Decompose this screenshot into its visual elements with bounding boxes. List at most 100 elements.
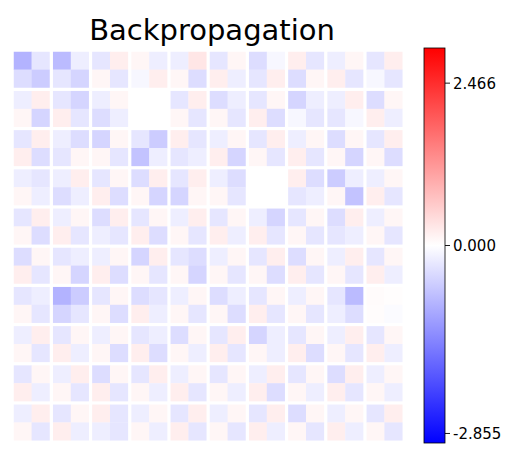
cell — [14, 287, 32, 305]
cell — [367, 91, 385, 109]
cell — [71, 405, 89, 423]
cell — [288, 91, 306, 109]
cell — [131, 226, 149, 244]
cell — [249, 52, 267, 70]
cell — [14, 226, 32, 244]
cell — [228, 266, 246, 284]
cell — [228, 326, 246, 344]
cell — [149, 344, 167, 362]
cell — [32, 383, 50, 401]
cell — [249, 422, 267, 440]
cell — [288, 187, 306, 205]
cell — [210, 248, 228, 266]
cell — [306, 305, 324, 323]
cell — [228, 287, 246, 305]
cell — [306, 266, 324, 284]
cell — [32, 91, 50, 109]
cell — [267, 209, 285, 227]
cell — [149, 365, 167, 383]
cell — [267, 169, 285, 187]
cell — [71, 130, 89, 148]
cell — [131, 169, 149, 187]
cell — [71, 169, 89, 187]
cell — [228, 70, 246, 88]
cell — [288, 226, 306, 244]
cell — [53, 344, 71, 362]
cell — [228, 248, 246, 266]
cell — [249, 305, 267, 323]
cell — [171, 148, 189, 166]
cell — [249, 70, 267, 88]
cell — [171, 266, 189, 284]
cell — [306, 109, 324, 127]
cell — [32, 148, 50, 166]
cell — [171, 209, 189, 227]
cell — [110, 209, 128, 227]
cell — [367, 383, 385, 401]
cell — [384, 326, 402, 344]
cell — [384, 365, 402, 383]
cell — [228, 365, 246, 383]
cell — [228, 187, 246, 205]
cell — [149, 405, 167, 423]
cell — [367, 365, 385, 383]
cell — [306, 422, 324, 440]
cell — [288, 130, 306, 148]
cell — [288, 305, 306, 323]
cell — [288, 70, 306, 88]
cell — [367, 169, 385, 187]
cell — [288, 109, 306, 127]
cell — [14, 383, 32, 401]
cell — [210, 169, 228, 187]
cell — [131, 365, 149, 383]
cell — [327, 187, 345, 205]
cell — [384, 248, 402, 266]
cell — [345, 148, 363, 166]
cell — [228, 405, 246, 423]
cell — [14, 169, 32, 187]
cell — [71, 305, 89, 323]
cell — [306, 187, 324, 205]
cell — [110, 169, 128, 187]
cell — [367, 422, 385, 440]
cell — [367, 344, 385, 362]
cell — [110, 226, 128, 244]
cell — [53, 422, 71, 440]
cell — [249, 326, 267, 344]
cell — [92, 344, 110, 362]
cell — [345, 383, 363, 401]
cell — [171, 383, 189, 401]
chart: Backpropagation2.4660.000-2.855 — [0, 0, 521, 452]
cell — [110, 405, 128, 423]
cell — [71, 187, 89, 205]
cell — [149, 383, 167, 401]
cell — [210, 130, 228, 148]
cell — [345, 305, 363, 323]
cell — [131, 344, 149, 362]
cell — [131, 91, 149, 109]
cell — [171, 226, 189, 244]
cell — [110, 305, 128, 323]
cell — [367, 109, 385, 127]
cell — [53, 226, 71, 244]
cell — [149, 326, 167, 344]
cell — [92, 326, 110, 344]
colorbar-tick-label: 2.466 — [453, 75, 496, 93]
cell — [267, 52, 285, 70]
cell — [71, 52, 89, 70]
cell — [149, 91, 167, 109]
cell — [188, 91, 206, 109]
cell — [14, 91, 32, 109]
cell — [71, 109, 89, 127]
cell — [149, 148, 167, 166]
cell — [384, 422, 402, 440]
cell — [367, 209, 385, 227]
cell — [32, 326, 50, 344]
cell — [149, 109, 167, 127]
cell — [71, 266, 89, 284]
cell — [288, 405, 306, 423]
cell — [249, 169, 267, 187]
cell — [149, 226, 167, 244]
cell — [384, 52, 402, 70]
cell — [53, 91, 71, 109]
